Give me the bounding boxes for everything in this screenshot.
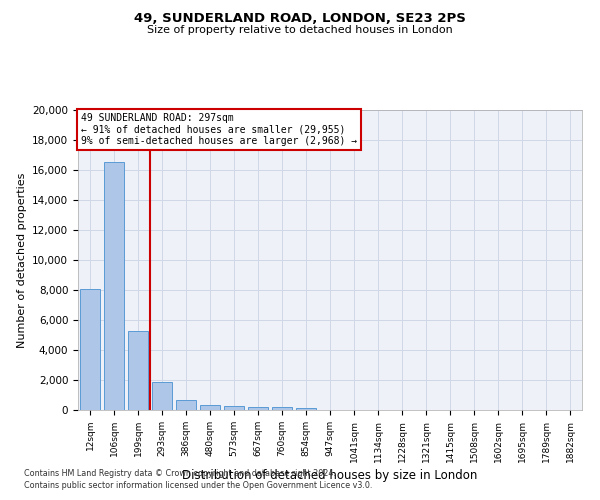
Bar (224, 406, 244, 410)
Bar (80, 288, 100, 410)
Bar (176, 400, 196, 410)
Bar (104, 162, 124, 410)
Bar (296, 408, 316, 410)
Y-axis label: Number of detached properties: Number of detached properties (17, 172, 26, 348)
Bar (128, 330, 148, 410)
Bar (272, 408, 292, 410)
Text: 49, SUNDERLAND ROAD, LONDON, SE23 2PS: 49, SUNDERLAND ROAD, LONDON, SE23 2PS (134, 12, 466, 26)
Bar (248, 407, 268, 410)
Bar (200, 405, 220, 410)
Text: Contains HM Land Registry data © Crown copyright and database right 2024.: Contains HM Land Registry data © Crown c… (24, 468, 336, 477)
Text: 49 SUNDERLAND ROAD: 297sqm
← 91% of detached houses are smaller (29,955)
9% of s: 49 SUNDERLAND ROAD: 297sqm ← 91% of deta… (80, 113, 356, 146)
Text: Contains public sector information licensed under the Open Government Licence v3: Contains public sector information licen… (24, 481, 373, 490)
X-axis label: Distribution of detached houses by size in London: Distribution of detached houses by size … (182, 469, 478, 482)
Bar (152, 382, 172, 410)
Text: Size of property relative to detached houses in London: Size of property relative to detached ho… (147, 25, 453, 35)
